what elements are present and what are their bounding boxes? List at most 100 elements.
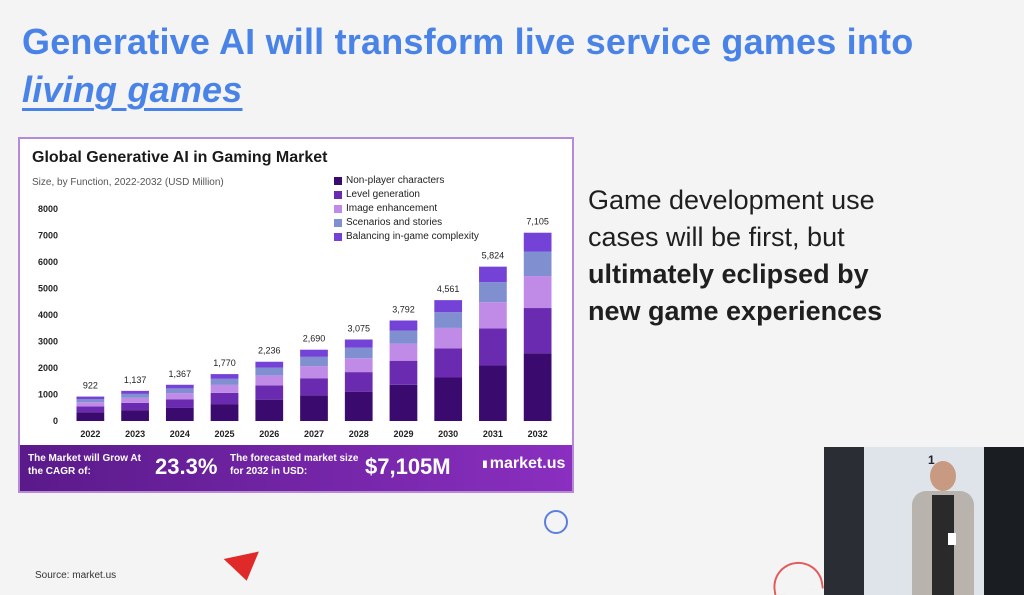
y-tick-label: 0 [53,416,58,426]
bar-segment [76,412,105,421]
bar-segment [165,393,194,400]
x-tick-label: 2026 [259,429,279,439]
legend-label: Balancing in-game complexity [346,231,479,242]
market-banner: The Market will Grow At the CAGR of: 23.… [20,445,572,491]
bar-segment [300,366,328,379]
bar-segment [210,404,239,421]
x-tick-label: 2025 [215,429,235,439]
bar-segment [344,372,373,392]
bar-segment [121,402,149,411]
side-statement-regular: Game development use cases will be first… [588,185,875,252]
bar-segment [300,356,328,367]
bar-segment [255,399,284,421]
bar-segment [165,388,194,394]
x-tick-label: 2030 [438,429,458,439]
bar-segment [121,397,149,403]
bar-segment [300,378,328,396]
x-tick-label: 2024 [170,429,190,439]
bar-segment [121,410,149,421]
bar-segment [479,328,507,366]
bar-segment [165,407,194,421]
legend-swatch [334,219,342,227]
bar-segment [389,384,418,421]
legend-swatch [334,191,342,199]
bar-segment [255,375,284,386]
bar-segment [523,308,552,354]
legend-label: Non-player characters [346,175,445,186]
bar-segment [210,392,239,405]
bar-segment [344,347,373,359]
slide-title-line1: Generative AI will transform live servic… [22,21,914,62]
decorative-arc-icon [770,558,824,595]
chart-legend: Non-player characters Level generation Ima… [334,174,479,244]
chart-plot: 0 1000 2000 3000 4000 5000 6000 7000 8000 922 2022… [38,204,552,439]
legend-label: Image enhancement [346,203,438,214]
bar-segment [165,399,194,408]
x-tick-label: 2027 [304,429,324,439]
bar-segment [344,391,373,421]
x-tick-label: 2031 [483,429,503,439]
bar-segment [434,327,463,349]
bar-total-label: 1,367 [169,369,192,379]
decorative-triangle-icon [223,551,265,585]
legend-item: Non-player characters [334,174,479,188]
logo-bars-icon: ıı [482,455,488,471]
bar-segment [434,377,463,421]
x-tick-label: 2029 [393,429,413,439]
bar-segment [434,300,463,313]
bar-segment [523,251,552,277]
y-tick-label: 6000 [38,257,58,267]
chart-card: 0 1000 2000 3000 4000 5000 6000 7000 8000 922 2022… [18,137,574,493]
bar-total-label: 3,075 [347,324,370,334]
bar-segment [523,276,552,309]
chart-subtitle: Size, by Function, 2022-2032 (USD Millio… [32,177,224,188]
bar-total-label: 1,137 [124,375,147,385]
bar-segment [300,395,328,421]
video-background-dark [984,447,1024,595]
y-tick-label: 5000 [38,284,58,294]
bar-segment [479,302,507,329]
source-note: Source: market.us [35,570,117,581]
speaker-shirt [932,495,954,595]
bar-segment [255,367,284,376]
x-tick-label: 2022 [80,429,100,439]
bar-total-label: 5,824 [482,251,505,261]
market-us-logo: ıı market.us [482,455,565,473]
video-screen-text: 1 [928,453,935,467]
x-tick-label: 2032 [528,429,548,439]
decorative-circle-icon [544,510,568,534]
legend-item: Scenarios and stories [334,216,479,230]
bar-segment [76,399,105,403]
bar-total-label: 2,690 [303,334,326,344]
bar-segment [523,232,552,252]
bar-segment [255,385,284,400]
bar-total-label: 7,105 [526,217,549,227]
bar-segment [344,339,373,348]
bar-segment [344,358,373,373]
bar-segment [121,393,149,398]
legend-item: Level generation [334,188,479,202]
bar-segment [479,282,507,303]
bar-segment [76,406,105,413]
logo-text: market.us [489,455,566,472]
legend-swatch [334,205,342,213]
y-tick-label: 3000 [38,337,58,347]
bar-segment [300,349,328,357]
cagr-label: The Market will Grow At the CAGR of: [28,453,141,477]
bar-segment [389,360,418,385]
y-tick-label: 2000 [38,363,58,373]
bar-segment [434,348,463,378]
legend-label: Scenarios and stories [346,217,443,228]
bar-segment [523,353,552,421]
y-tick-label: 8000 [38,204,58,214]
bar-segment [389,320,418,331]
bar-segment [389,343,418,361]
x-tick-label: 2023 [125,429,145,439]
bar-total-label: 922 [83,381,98,391]
legend-item: Balancing in-game complexity [334,230,479,244]
bar-segment [479,266,507,283]
y-tick-label: 7000 [38,231,58,241]
bar-segment [76,402,105,407]
bar-total-label: 1,770 [213,358,236,368]
bar-segment [165,384,194,389]
